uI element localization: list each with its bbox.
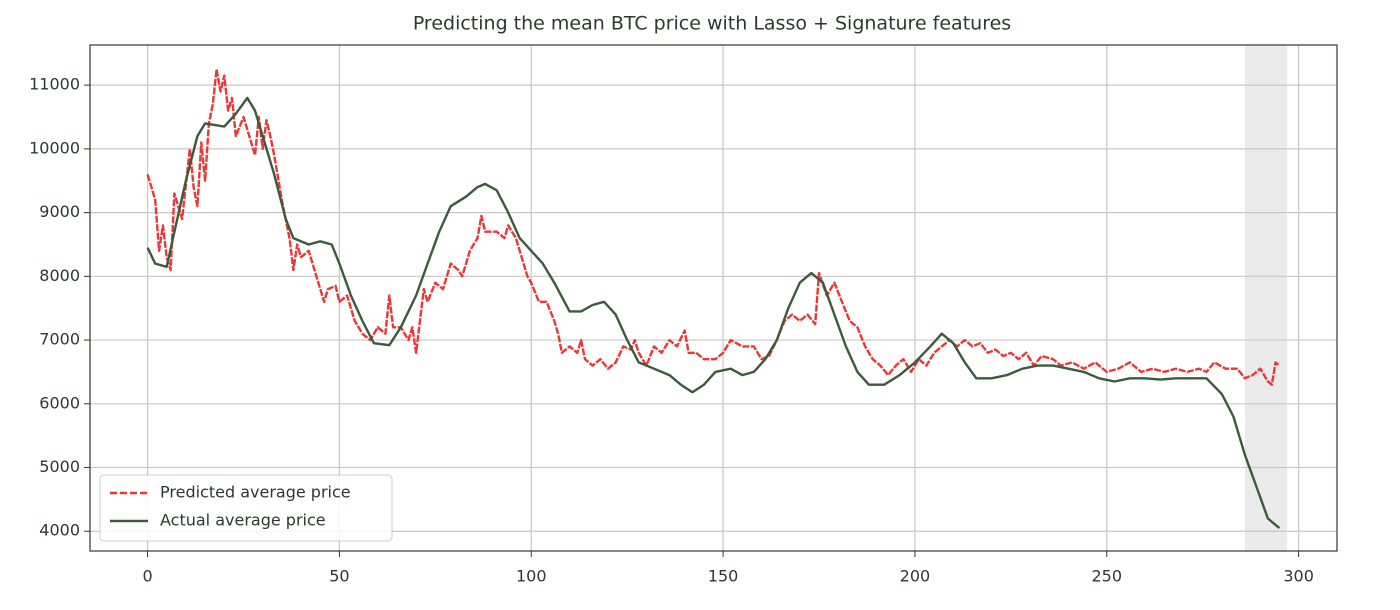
x-tick-label: 250 (1092, 567, 1123, 586)
y-tick-label: 8000 (39, 266, 80, 285)
x-tick-label: 200 (900, 567, 931, 586)
chart-title: Predicting the mean BTC price with Lasso… (413, 13, 1011, 35)
y-tick-label: 6000 (39, 393, 80, 412)
y-tick-label: 7000 (39, 330, 80, 349)
x-tick-label: 0 (142, 567, 152, 586)
y-tick-label: 11000 (29, 75, 80, 94)
plot-frame (89, 44, 1338, 552)
legend-label: Actual average price (160, 511, 326, 530)
series-line (146, 96, 1281, 530)
legend-box (99, 474, 393, 542)
series-line (146, 68, 1281, 386)
x-tick-label: 150 (708, 567, 739, 586)
x-tick-label: 50 (329, 567, 349, 586)
shaded-span (1244, 45, 1288, 551)
y-tick-label: 5000 (39, 457, 80, 476)
legend-label: Predicted average price (160, 483, 351, 502)
y-tick-label: 9000 (39, 202, 80, 221)
y-tick-label: 10000 (29, 138, 80, 157)
x-tick-label: 100 (516, 567, 547, 586)
y-tick-label: 4000 (39, 521, 80, 540)
x-tick-label: 300 (1283, 567, 1314, 586)
